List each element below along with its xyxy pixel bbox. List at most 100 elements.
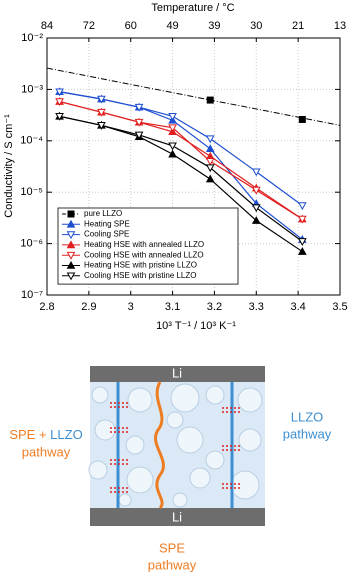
x2-tick-label: 72 [83, 20, 95, 32]
x-tick-label: 2.9 [81, 301, 96, 313]
bubble [238, 428, 262, 452]
x-tick-label: 3.2 [207, 301, 222, 313]
x2-tick-label: 21 [292, 20, 304, 32]
electrode-label: Li [172, 365, 182, 380]
bubble [94, 419, 116, 441]
x-axis-title: 10³ T⁻¹ / 10³ K⁻¹ [156, 320, 236, 332]
bubble [172, 492, 188, 508]
marker [67, 210, 75, 218]
bubble [237, 387, 263, 413]
marker [97, 122, 106, 130]
bubble [230, 470, 260, 500]
marker [66, 251, 76, 260]
marker [251, 186, 261, 195]
pathway-label: pathway [283, 426, 332, 441]
legend-label: Heating SPE [84, 219, 130, 228]
plot-frame [46, 37, 341, 296]
marker [66, 240, 76, 249]
diagram: Li Li SPE + LLZO pathway LLZO pathway SP… [9, 365, 331, 572]
marker [297, 215, 307, 224]
y-tick-label: 10⁻⁶ [20, 238, 43, 250]
marker [168, 124, 177, 133]
legend-label: Cooling HSE with pristine LLZO [84, 271, 197, 280]
marker [206, 96, 214, 104]
marker [134, 103, 144, 112]
marker [205, 164, 215, 173]
electrode-label: Li [172, 509, 182, 524]
bubble [91, 386, 109, 404]
x-tick-label: 3.5 [332, 301, 347, 313]
x2-tick-label: 49 [166, 20, 178, 32]
marker [134, 118, 144, 127]
legend-label: Cooling SPE [84, 230, 129, 239]
marker [297, 238, 307, 247]
bubble [205, 385, 225, 405]
x-tick-label: 3.4 [290, 301, 305, 313]
marker [251, 216, 261, 224]
marker [297, 247, 307, 255]
marker [66, 272, 76, 281]
bubble [176, 426, 204, 454]
bubble [88, 460, 108, 480]
marker [251, 204, 261, 213]
marker [66, 260, 76, 269]
label-part: LLZO [50, 427, 83, 442]
top-electrode [90, 366, 265, 382]
legend-label: Cooling HSE with annealed LLZO [84, 250, 204, 259]
y-tick-label: 10⁻² [21, 32, 43, 44]
x2-axis-title: Temperature / °C [151, 2, 234, 14]
pathway-label: SPE [159, 540, 185, 555]
x2-tick-label: 30 [250, 20, 262, 32]
bubble [126, 466, 154, 494]
bubble [189, 467, 211, 489]
x-tick-label: 2.8 [39, 301, 54, 313]
x-tick-label: 3.1 [165, 301, 180, 313]
marker [298, 115, 306, 123]
legend-label: Heating HSE with annealed LLZO [84, 240, 204, 249]
y-tick-label: 10⁻³ [21, 83, 43, 95]
marker [97, 95, 106, 104]
marker [297, 202, 307, 211]
y-tick-label: 10⁻⁷ [21, 289, 43, 301]
bubble [205, 450, 225, 470]
pathway-label: LLZO [291, 409, 324, 424]
bubble [166, 411, 184, 429]
marker [66, 219, 76, 228]
pathway-label: pathway [148, 557, 197, 572]
marker [205, 174, 215, 183]
x2-tick-label: 84 [41, 20, 53, 32]
marker [251, 168, 261, 177]
marker [55, 88, 64, 97]
x-tick-label: 3.3 [249, 301, 264, 313]
legend-box [57, 207, 239, 285]
y-tick-label: 10⁻⁴ [20, 135, 43, 147]
marker [97, 108, 106, 117]
spe-path [154, 381, 165, 510]
bubble [170, 383, 200, 413]
series-line [59, 91, 303, 207]
marker [134, 131, 144, 140]
marker [168, 149, 177, 158]
pathway-label: pathway [22, 444, 71, 459]
y-axis-title: Conductivity / S cm⁻¹ [3, 114, 15, 218]
x2-tick-label: 39 [208, 20, 220, 32]
bubble [125, 435, 145, 455]
marker [168, 112, 177, 121]
marker [205, 157, 215, 166]
marker [66, 231, 76, 240]
x2-tick-label: 13 [334, 20, 346, 32]
label-part: SPE [9, 427, 35, 442]
bubble [127, 387, 153, 413]
marker [205, 135, 215, 144]
legend-label: Heating HSE with pristine LLZO [84, 261, 197, 270]
marker [55, 112, 64, 121]
bottom-electrode [90, 508, 265, 526]
marker [55, 98, 64, 107]
y-tick-label: 10⁻⁵ [20, 186, 43, 198]
bubble [118, 493, 132, 507]
label-part: + [39, 427, 47, 442]
marker [168, 142, 177, 151]
pathway-label: SPE + LLZO [9, 427, 82, 442]
fit-line [46, 67, 341, 126]
